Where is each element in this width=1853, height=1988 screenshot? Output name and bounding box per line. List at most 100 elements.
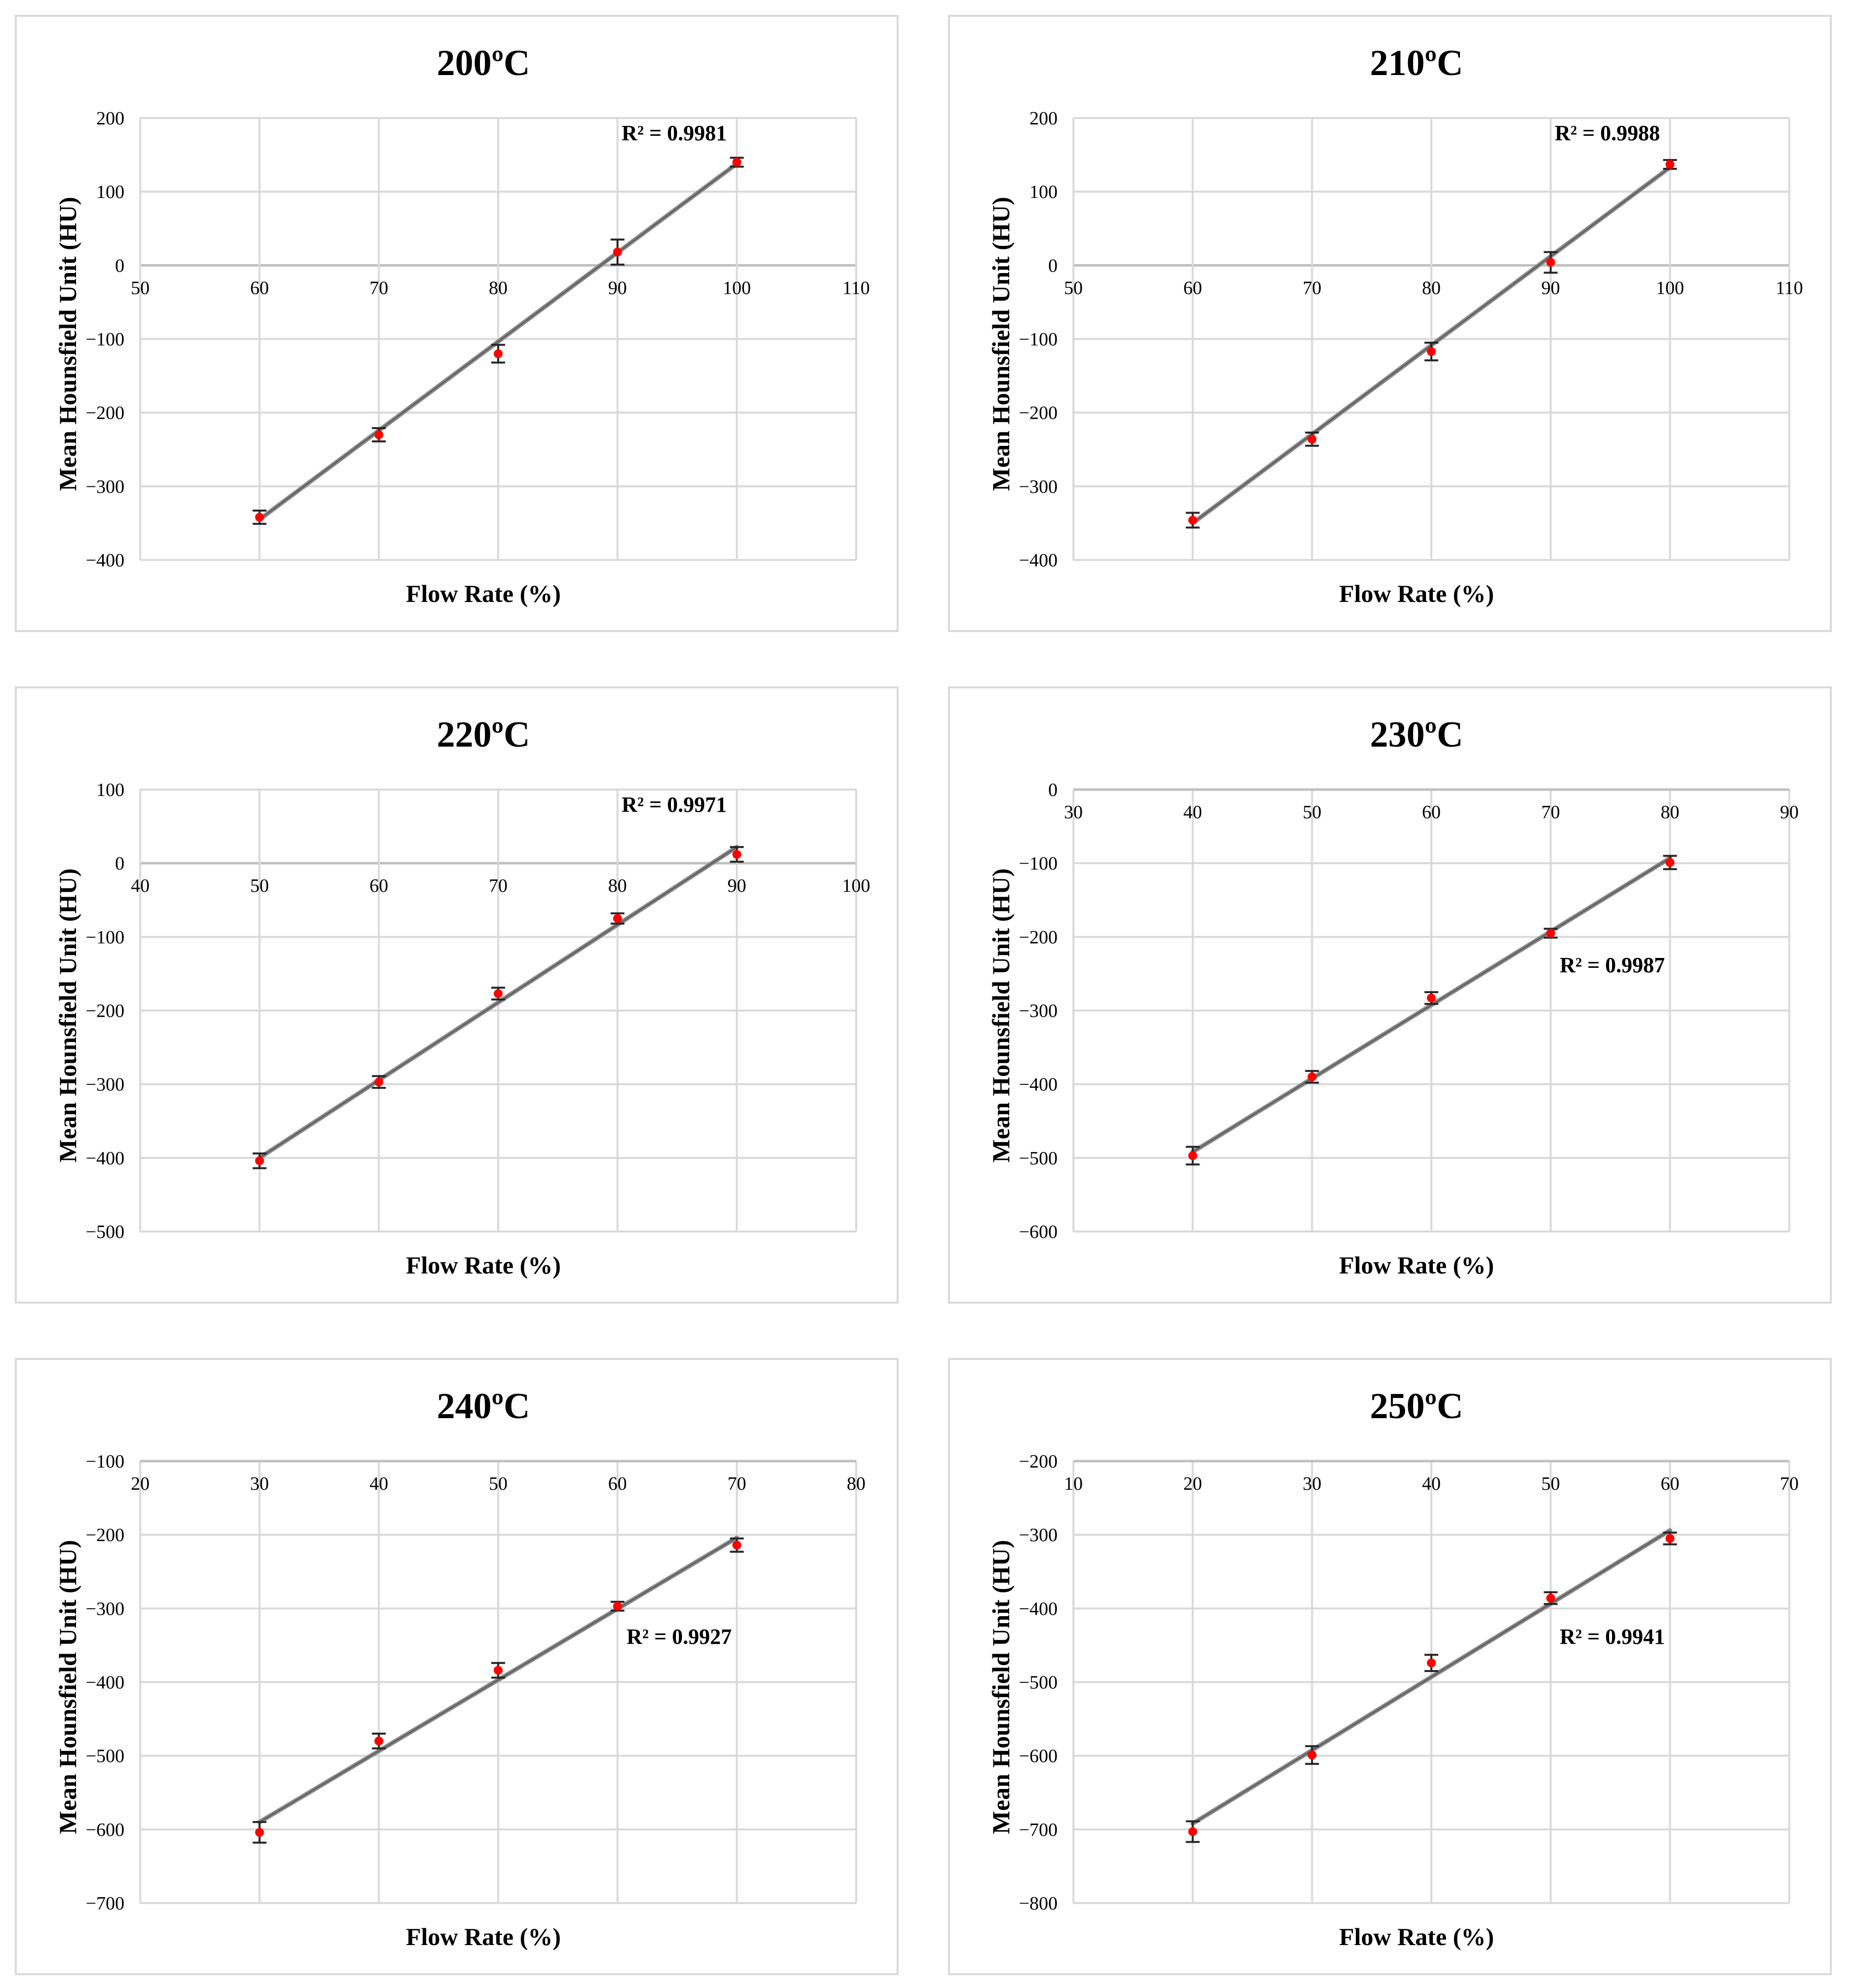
x-axis-title: Flow Rate (%) <box>406 1923 561 1950</box>
x-tick-label: 50 <box>1064 278 1083 298</box>
chart-panel-210c: 210ºC 200 100 0 −100 −200 −300 −400 50 60 70 80 90 10… <box>948 15 1832 632</box>
data-point-group <box>1424 1654 1438 1672</box>
data-point <box>255 1156 264 1165</box>
chart-panel-250c: 250ºC −200 −300 −400 −500 −600 −700 −800 10 20 30 4… <box>948 1358 1832 1975</box>
x-tick-label: 90 <box>727 875 746 896</box>
data-point-group <box>491 987 505 1001</box>
data-point <box>494 989 503 998</box>
x-tick-label: 50 <box>1541 1473 1560 1494</box>
data-point-group <box>252 1821 267 1844</box>
x-tick-label: 10 <box>1064 1473 1083 1494</box>
data-point-group <box>372 1732 386 1749</box>
y-tick-label: 100 <box>96 182 124 202</box>
x-tick-label: 70 <box>1541 802 1560 823</box>
data-point-group <box>491 1662 505 1679</box>
y-tick-label: −200 <box>1019 927 1058 948</box>
x-axis-title: Flow Rate (%) <box>1339 1923 1494 1950</box>
x-tick-label: 30 <box>1064 802 1083 823</box>
x-tick-label: 60 <box>1422 802 1441 823</box>
x-tick-label: 110 <box>842 278 870 298</box>
data-point <box>1427 347 1436 356</box>
x-tick-label: 50 <box>250 875 269 896</box>
data-point-group <box>1305 1745 1319 1765</box>
y-axis-title: Mean Hounsfield Unit (HU) <box>987 1540 1015 1834</box>
data-point <box>1665 159 1675 169</box>
data-point-group <box>372 427 386 442</box>
y-tick-label: −300 <box>1019 1001 1058 1022</box>
data-point <box>494 349 503 358</box>
y-axis-title: Mean Hounsfield Unit (HU) <box>54 1540 81 1834</box>
x-tick-label: 40 <box>131 875 150 896</box>
chart-title: 210ºC <box>1370 43 1463 83</box>
data-point <box>613 914 622 923</box>
data-point <box>1427 1658 1436 1668</box>
data-point-group <box>1663 855 1677 871</box>
x-tick-label: 70 <box>369 278 388 298</box>
y-tick-label: −100 <box>86 927 124 948</box>
data-point-group <box>1424 991 1438 1005</box>
x-tick-label: 80 <box>1660 802 1679 823</box>
x-tick-label: 60 <box>608 1473 627 1494</box>
y-axis-title: Mean Hounsfield Unit (HU) <box>54 869 81 1163</box>
x-tick-label: 80 <box>847 1473 866 1494</box>
x-tick-label: 70 <box>489 875 508 896</box>
x-tick-label: 30 <box>250 1473 269 1494</box>
y-tick-label: −100 <box>1019 853 1058 874</box>
y-tick-label: −200 <box>86 1525 124 1546</box>
y-tick-label: −400 <box>86 1672 124 1693</box>
data-point <box>255 513 264 522</box>
y-tick-label: −400 <box>1019 1074 1058 1095</box>
x-tick-label: 90 <box>608 278 627 298</box>
x-axis-title: Flow Rate (%) <box>1339 580 1494 607</box>
data-point <box>255 1828 264 1837</box>
y-tick-label: −500 <box>86 1746 124 1767</box>
y-tick-label: −700 <box>86 1893 124 1914</box>
y-tick-label: 0 <box>115 853 124 874</box>
data-point <box>732 1541 742 1550</box>
y-tick-label: −200 <box>1019 403 1058 424</box>
chart-title: 200ºC <box>437 43 530 83</box>
y-tick-label: −400 <box>1019 1598 1058 1619</box>
y-axis-title: Mean Hounsfield Unit (HU) <box>987 197 1015 491</box>
data-point <box>1188 1827 1197 1836</box>
x-tick-label: 50 <box>131 278 150 298</box>
y-tick-label: −700 <box>1019 1820 1058 1840</box>
x-tick-label: 60 <box>369 875 388 896</box>
data-point <box>732 850 742 859</box>
chart-panel-230c: 230ºC 0 −100 −200 −300 −400 −500 −600 30 40 50 60 70… <box>948 686 1832 1304</box>
data-point-group <box>1185 1820 1200 1843</box>
data-point-group <box>1185 1146 1200 1166</box>
data-point-group <box>1305 1070 1319 1084</box>
y-tick-label: −300 <box>86 477 124 497</box>
data-point-group <box>610 912 625 925</box>
data-point <box>494 1666 503 1675</box>
y-tick-label: −500 <box>1019 1672 1058 1693</box>
data-point-group <box>610 1600 625 1612</box>
r-squared-label: R² = 0.9987 <box>1560 953 1665 977</box>
trendline-core <box>1192 1529 1671 1825</box>
y-tick-label: −500 <box>1019 1148 1058 1169</box>
data-point <box>732 158 742 167</box>
x-tick-label: 100 <box>842 875 870 896</box>
y-tick-label: −100 <box>86 1451 124 1472</box>
chart-title: 240ºC <box>437 1386 530 1427</box>
x-axis-title: Flow Rate (%) <box>1339 1251 1494 1279</box>
x-tick-label: 40 <box>369 1473 388 1494</box>
data-point-group <box>372 1075 386 1089</box>
y-tick-label: 100 <box>96 780 124 800</box>
data-point-group <box>730 846 744 863</box>
y-tick-label: −300 <box>1019 1525 1058 1546</box>
chart-svg: 250ºC −200 −300 −400 −500 −600 −700 −800 10 20 30 4… <box>987 1386 1799 1950</box>
x-tick-label: 60 <box>1183 278 1202 298</box>
chart-svg: 220ºC 100 0 −100 −200 −300 −400 −500 40 50 60 70 80 9… <box>54 715 870 1279</box>
data-point <box>1665 858 1675 867</box>
data-point <box>1307 1072 1317 1081</box>
chart-svg: 210ºC 200 100 0 −100 −200 −300 −400 50 60 70 80 90 10… <box>987 43 1803 607</box>
data-point <box>1307 1750 1317 1760</box>
x-tick-label: 50 <box>1302 802 1321 823</box>
x-tick-label: 100 <box>1656 278 1684 298</box>
y-axis-title: Mean Hounsfield Unit (HU) <box>987 869 1015 1163</box>
data-point <box>1546 258 1555 267</box>
data-point-group <box>610 239 625 266</box>
data-point <box>1546 928 1555 938</box>
